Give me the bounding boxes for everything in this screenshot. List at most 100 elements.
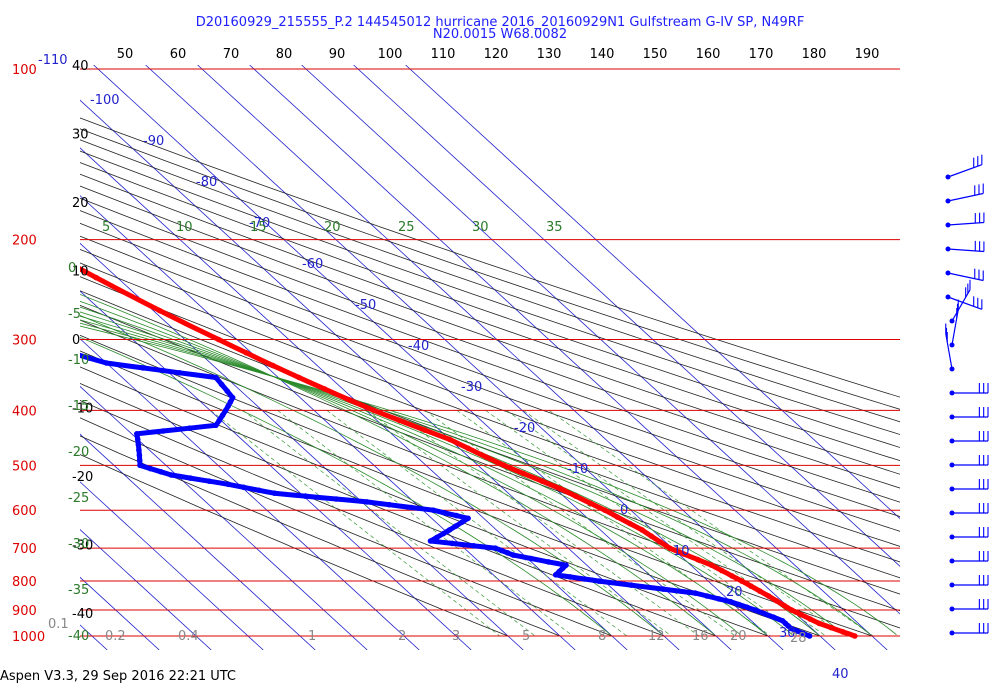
dewpoint-trace-point xyxy=(103,360,110,366)
isotherm-line xyxy=(80,481,264,650)
moist-adiabat xyxy=(80,322,871,636)
moist-adiabat xyxy=(80,315,663,636)
temperature-trace-point xyxy=(422,427,428,433)
temperature-trace-point xyxy=(739,578,745,584)
wind-barb xyxy=(949,407,989,420)
theta-e-label: 30 xyxy=(472,220,489,235)
temperature-trace-point xyxy=(587,500,594,507)
temperature-trace-point xyxy=(773,598,780,604)
isotherm-line xyxy=(80,338,420,650)
dewpoint-trace-point xyxy=(302,493,309,499)
temperature-trace-point xyxy=(557,486,564,492)
dewpoint-trace-point xyxy=(471,543,477,549)
isotherm-label: -80 xyxy=(196,175,217,190)
dewpoint-trace xyxy=(80,352,813,639)
background-grid xyxy=(0,65,900,650)
dewpoint-trace-point xyxy=(596,578,602,584)
pressure-label: 600 xyxy=(12,504,37,519)
mixing-ratio-line xyxy=(523,410,845,637)
isotherm-label: -90 xyxy=(143,134,164,149)
dewpoint-trace-point xyxy=(806,633,813,639)
isotherm-label: 30 xyxy=(779,626,796,641)
dewpoint-trace-point xyxy=(442,510,448,516)
temperature-trace-point xyxy=(657,539,664,545)
temperature-trace-point xyxy=(695,556,701,563)
pressure-label: 900 xyxy=(12,604,37,619)
dry-adiabat xyxy=(80,197,900,489)
moist-adiabat xyxy=(80,311,793,636)
dewpoint-trace-point xyxy=(788,625,794,632)
isotherm-label: -50 xyxy=(355,298,376,313)
temperature-trace-point xyxy=(666,545,673,551)
dry-adiabat xyxy=(80,210,900,503)
wind-barb xyxy=(949,383,989,396)
pressure-label: 700 xyxy=(12,542,37,557)
mixing-ratio-label: 20 xyxy=(730,629,747,644)
isotherm-label: -20 xyxy=(514,421,535,436)
isotherm-line xyxy=(80,529,212,650)
dewpoint-trace-point xyxy=(727,598,734,605)
temperature-trace-point xyxy=(748,583,754,589)
pressure-label: 800 xyxy=(12,575,37,590)
dry-adiabat-label: -35 xyxy=(68,583,89,598)
dewpoint-trace-point xyxy=(430,507,437,513)
dewpoint-trace-point xyxy=(256,487,262,494)
wind-barb xyxy=(949,527,989,540)
temperature-trace-point xyxy=(729,573,735,579)
temperature-trace-point xyxy=(816,620,822,627)
dry-adiabat-label: -5 xyxy=(68,307,81,322)
dry-adiabat xyxy=(80,334,873,637)
dry-adiabat xyxy=(80,262,900,563)
dewpoint-trace-point xyxy=(504,550,511,556)
left-scale-label: -30 xyxy=(72,539,93,554)
dewpoint-trace-point xyxy=(136,452,143,459)
top-scale-label: 70 xyxy=(223,47,240,62)
temperature-trace-point xyxy=(757,588,763,594)
top-scale-label: 110 xyxy=(431,47,456,62)
pressure-label: 200 xyxy=(12,234,37,249)
dry-adiabat-label: -20 xyxy=(68,445,89,460)
wind-barb-staff xyxy=(947,296,983,310)
isotherm-line xyxy=(301,65,900,615)
dewpoint-trace-point xyxy=(225,403,231,410)
mixing-ratio-label: 8 xyxy=(598,629,606,644)
top-scale-label: 80 xyxy=(276,47,293,62)
isotherm-label: -10 xyxy=(567,462,588,477)
wind-barb-staff xyxy=(947,272,984,282)
moist-adiabat xyxy=(80,325,897,636)
top-scale-label: 150 xyxy=(643,47,668,62)
dewpoint-trace-point xyxy=(134,431,140,437)
header-title: D20160929_215555_P.2 144545012 hurricane… xyxy=(195,15,805,30)
wind-barb xyxy=(949,479,989,492)
temperature-trace-point xyxy=(627,520,633,527)
mixing-ratio-label: 0.2 xyxy=(105,629,126,644)
temperature-trace-point xyxy=(321,386,328,392)
dewpoint-trace-point xyxy=(224,388,231,395)
pressure-label: 500 xyxy=(12,459,37,474)
top-scale-label: 140 xyxy=(590,47,615,62)
theta-e-label: 25 xyxy=(398,220,415,235)
dewpoint-trace-point xyxy=(446,527,453,533)
wind-barb-staff xyxy=(945,333,953,370)
isotherm-line xyxy=(0,65,3,650)
temperature-trace-point xyxy=(840,629,846,635)
temperature-trace-point xyxy=(501,462,507,469)
left-scale-label: -10 xyxy=(72,402,93,417)
dewpoint-trace-point xyxy=(222,407,229,414)
temperature-trace xyxy=(80,266,858,639)
isotherm-label: 20 xyxy=(726,585,743,600)
dewpoint-trace-point xyxy=(136,457,143,464)
theta-e-label: 35 xyxy=(546,220,563,235)
dewpoint-trace-point xyxy=(761,610,768,617)
wind-barb xyxy=(949,575,989,588)
mixing-ratio-label: 16 xyxy=(692,629,709,644)
isotherm-line xyxy=(405,65,900,520)
temperature-trace-point xyxy=(539,478,545,485)
dry-adiabat xyxy=(80,383,717,637)
dry-adiabat-label: 0 xyxy=(68,261,76,276)
isotherm-label: 10 xyxy=(673,544,690,559)
dewpoint-trace-point xyxy=(86,355,92,361)
isotherm-line xyxy=(80,385,368,650)
dewpoint-trace-point xyxy=(440,530,447,537)
